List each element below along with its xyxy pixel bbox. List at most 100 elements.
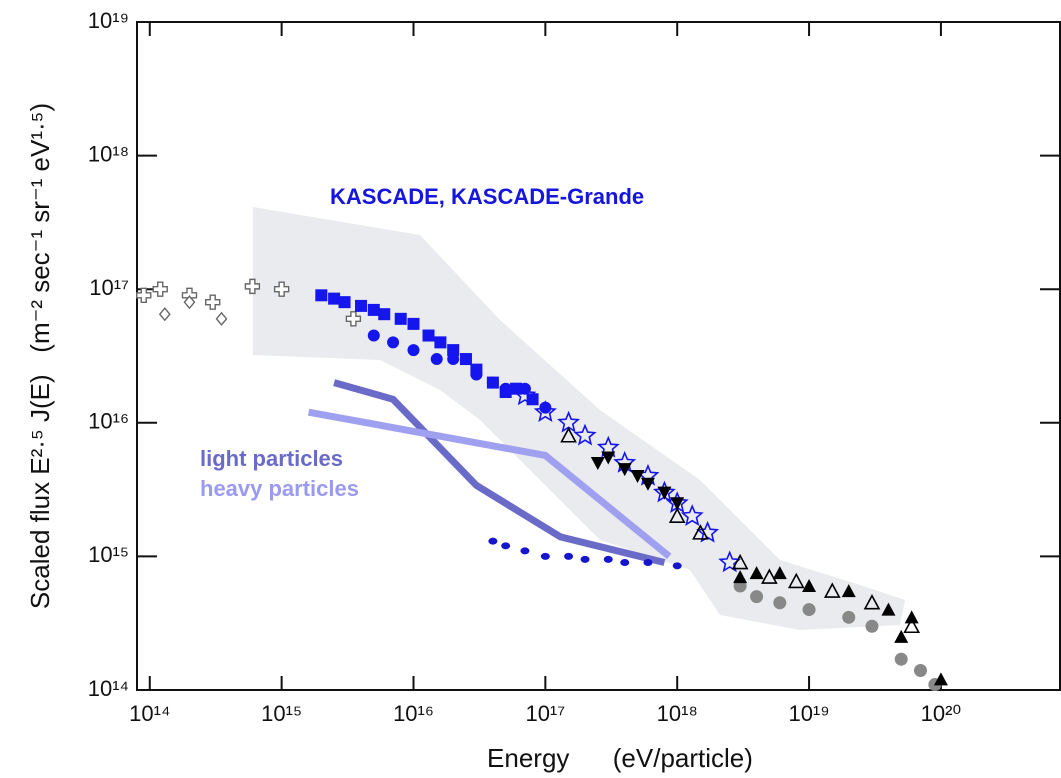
x-tick-label: 10¹⁴: [129, 701, 170, 726]
square-marker: [526, 393, 539, 406]
star-marker: [573, 423, 597, 446]
triangle-open-marker: [903, 617, 921, 634]
triangle-down-marker: [617, 463, 632, 477]
dot-marker: [520, 547, 530, 555]
diamond-marker: [215, 311, 228, 326]
dot-marker: [580, 555, 590, 563]
triangle-open-marker: [823, 582, 841, 598]
annotation: light particles: [200, 446, 343, 471]
square-marker: [338, 296, 351, 309]
circle-marker: [865, 619, 879, 633]
circle-marker: [750, 590, 764, 604]
square-marker: [355, 299, 368, 312]
triangle-open-marker: [560, 427, 577, 443]
square-marker: [378, 308, 391, 321]
diamond-marker: [183, 295, 196, 310]
y-axis-title: Scaled flux E²·⁵ J(E) (m⁻² sec⁻¹ sr⁻¹ eV…: [25, 103, 55, 609]
x-tick-label: 10²⁰: [921, 701, 962, 726]
y-tick-label: 10¹⁸: [88, 141, 129, 166]
triangle-open-marker: [692, 524, 709, 540]
circle-marker: [447, 353, 460, 366]
y-tick-label: 10¹⁵: [88, 542, 129, 567]
square-marker: [315, 289, 328, 302]
diamond-marker: [158, 307, 171, 322]
square-marker: [367, 303, 380, 316]
y-tick-label: 10¹⁶: [88, 409, 129, 434]
triangle-down-marker: [630, 469, 645, 483]
x-tick-label: 10¹⁷: [525, 701, 565, 726]
circle-marker: [773, 596, 787, 610]
shaded-band: [253, 207, 905, 630]
x-axis-title: Energy (eV/particle): [487, 743, 753, 773]
triangle-marker: [881, 602, 896, 616]
circle-marker: [802, 603, 816, 617]
circle-marker: [470, 368, 483, 381]
annotation: heavy particles: [200, 476, 359, 501]
circle-marker: [842, 610, 856, 624]
dot-marker: [564, 552, 574, 560]
dot-marker: [488, 537, 498, 545]
cross-marker: [204, 294, 221, 310]
circle-marker: [894, 652, 908, 666]
square-marker: [328, 292, 341, 305]
triangle-marker: [772, 566, 787, 580]
circle-marker: [913, 663, 927, 677]
y-tick-label: 10¹⁴: [88, 676, 129, 701]
circle-marker: [486, 376, 499, 389]
circle-marker: [539, 401, 552, 414]
square-marker: [434, 336, 447, 349]
triangle-marker: [733, 570, 748, 584]
annotation: KASCADE, KASCADE-Grande: [330, 184, 644, 209]
circle-marker: [430, 353, 443, 366]
triangle-open-marker: [761, 568, 778, 584]
circle-marker: [499, 382, 512, 395]
square-marker: [459, 353, 472, 366]
cross-marker: [273, 281, 290, 297]
dot-marker: [672, 562, 682, 570]
triangle-down-marker: [670, 497, 685, 511]
dot-marker: [603, 555, 613, 563]
triangle-open-marker: [731, 553, 749, 570]
star-marker: [533, 400, 557, 423]
x-tick-label: 10¹⁹: [788, 701, 829, 726]
cross-marker: [152, 281, 168, 297]
y-tick-label: 10¹⁷: [89, 275, 129, 300]
triangle-marker: [904, 610, 919, 624]
triangle-open-marker: [787, 572, 805, 589]
triangle-down-marker: [640, 477, 655, 491]
square-marker: [407, 317, 420, 330]
star-marker: [513, 383, 537, 406]
line-series: [307, 408, 672, 560]
triangle-open-marker: [863, 594, 881, 610]
star-marker: [680, 504, 704, 527]
dot-marker: [620, 559, 630, 567]
circle-marker: [367, 329, 380, 342]
x-tick-label: 10¹⁵: [261, 701, 302, 726]
star-marker: [718, 550, 742, 573]
y-tick-label: 10¹⁹: [88, 8, 129, 33]
x-tick-label: 10¹⁶: [393, 701, 434, 726]
dot-marker: [643, 559, 653, 567]
triangle-down-marker: [590, 457, 605, 471]
dot-marker: [540, 552, 550, 560]
triangle-down-marker: [657, 486, 672, 500]
triangle-down-marker: [601, 451, 616, 465]
square-marker: [422, 329, 435, 342]
triangle-marker: [894, 629, 909, 643]
star-marker: [696, 520, 720, 543]
cross-marker: [345, 311, 362, 327]
cross-marker: [244, 278, 261, 295]
triangle-marker: [802, 579, 817, 593]
plot-frame: [136, 21, 1061, 691]
triangle-marker: [749, 566, 764, 580]
dot-marker: [501, 542, 511, 550]
triangle-marker: [933, 672, 948, 686]
circle-marker: [387, 336, 400, 349]
square-marker: [394, 312, 407, 325]
cross-marker: [136, 287, 152, 304]
square-marker: [447, 344, 460, 357]
triangle-open-marker: [668, 507, 686, 523]
circle-marker: [407, 344, 420, 357]
x-tick-label: 10¹⁸: [657, 701, 698, 726]
